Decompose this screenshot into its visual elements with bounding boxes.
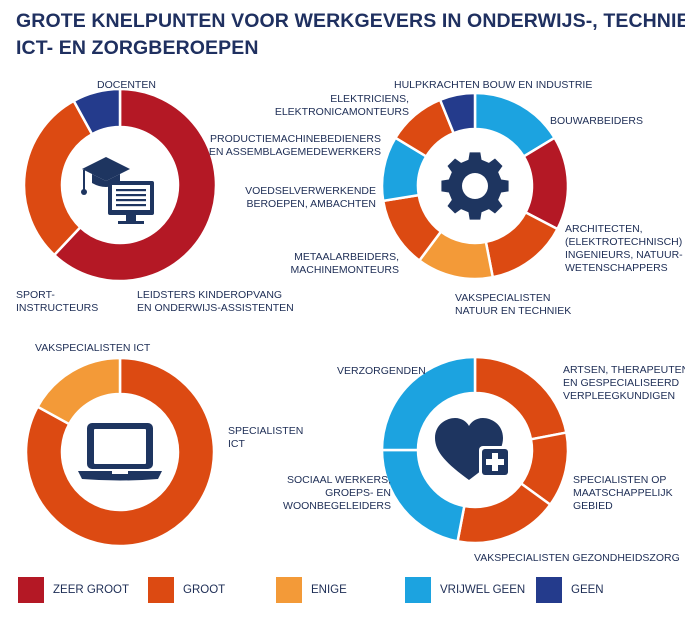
graduation-monitor-icon xyxy=(81,157,154,224)
slice-label: VAKSPECIALISTEN xyxy=(455,292,551,304)
slice-label: SPECIALISTEN xyxy=(228,425,303,437)
slice-label: MACHINEMONTEURS xyxy=(290,264,399,276)
donut-slice xyxy=(35,356,122,426)
slice-label: VERPLEEGKUNDIGEN xyxy=(563,390,675,402)
slice-label: ELEKTRONICAMONTEURS xyxy=(275,106,409,118)
slice-label: GEBIED xyxy=(573,500,613,512)
page-title: GROTE KNELPUNTEN VOOR WERKGEVERS IN ONDE… xyxy=(16,8,685,62)
slice-label: VAKSPECIALISTEN GEZONDHEIDSZORG xyxy=(474,552,680,564)
donut-slice xyxy=(484,210,560,279)
donut-slice xyxy=(24,356,216,548)
slice-label: GROEPS- EN xyxy=(325,487,391,499)
slice-label: BOUWARBEIDERS xyxy=(550,115,643,127)
slice-label: HULPKRACHTEN BOUW EN INDUSTRIE xyxy=(394,79,592,91)
slice-label: EN GESPECIALISEERD xyxy=(563,377,680,389)
slice-label: ARCHITECTEN, xyxy=(565,223,643,235)
slice-label: SPECIALISTEN OP xyxy=(573,474,666,486)
slice-label: BEROEPEN, AMBACHTEN xyxy=(246,198,376,210)
slice-label: WOONBEGELEIDERS xyxy=(283,500,391,512)
donut-slice xyxy=(22,99,94,257)
donut-slice xyxy=(52,87,218,283)
title-line-1: GROTE KNELPUNTEN VOOR WERKGEVERS IN ONDE… xyxy=(16,10,685,32)
slice-label: ICT xyxy=(228,438,246,450)
slice-label: METAALARBEIDERS, xyxy=(294,251,399,263)
slice-label: PRODUCTIEMACHINEBEDIENERS xyxy=(210,133,381,145)
slice-label: ELEKTRICIENS, xyxy=(330,93,409,105)
slice-label: (ELEKTROTECHNISCH) xyxy=(565,236,682,248)
slice-label: DOCENTEN xyxy=(97,79,156,91)
slice-label: LEIDSTERS KINDEROPVANG xyxy=(137,289,282,301)
slice-label: SPORT- xyxy=(16,289,55,301)
slice-label: EN ONDERWIJS-ASSISTENTEN xyxy=(137,302,294,314)
slice-label: ARTSEN, THERAPEUTEN xyxy=(563,364,685,376)
donut-slice xyxy=(380,355,477,452)
slice-label: VOEDSELVERWERKENDE xyxy=(245,185,376,197)
slice-label: NATUUR EN TECHNIEK xyxy=(455,305,571,317)
title-line-2: ICT- EN ZORGBEROEPEN xyxy=(16,37,259,59)
slice-label: INGENIEURS, NATUUR- xyxy=(565,249,683,261)
slice-label: VAKSPECIALISTEN ICT xyxy=(35,342,151,354)
slice-label: EN ASSEMBLAGEMEDEWERKERS xyxy=(209,146,381,158)
slice-label: SOCIAAL WERKERS, xyxy=(287,474,391,486)
slice-label: INSTRUCTEURS xyxy=(16,302,98,314)
donut-slice xyxy=(72,87,122,136)
donut-chart-2: BOUWARBEIDERS ARCHITECTEN,(ELEKTROTECHNIS… xyxy=(209,79,683,317)
slice-label: MAATSCHAPPELIJK xyxy=(573,487,673,499)
slice-label: WETENSCHAPPERS xyxy=(565,262,668,274)
slice-label: VERZORGENDEN xyxy=(337,365,426,377)
heart-plus-icon xyxy=(435,418,511,480)
gear-icon xyxy=(441,152,509,220)
donut-slice xyxy=(438,91,477,135)
laptop-icon xyxy=(78,423,162,481)
